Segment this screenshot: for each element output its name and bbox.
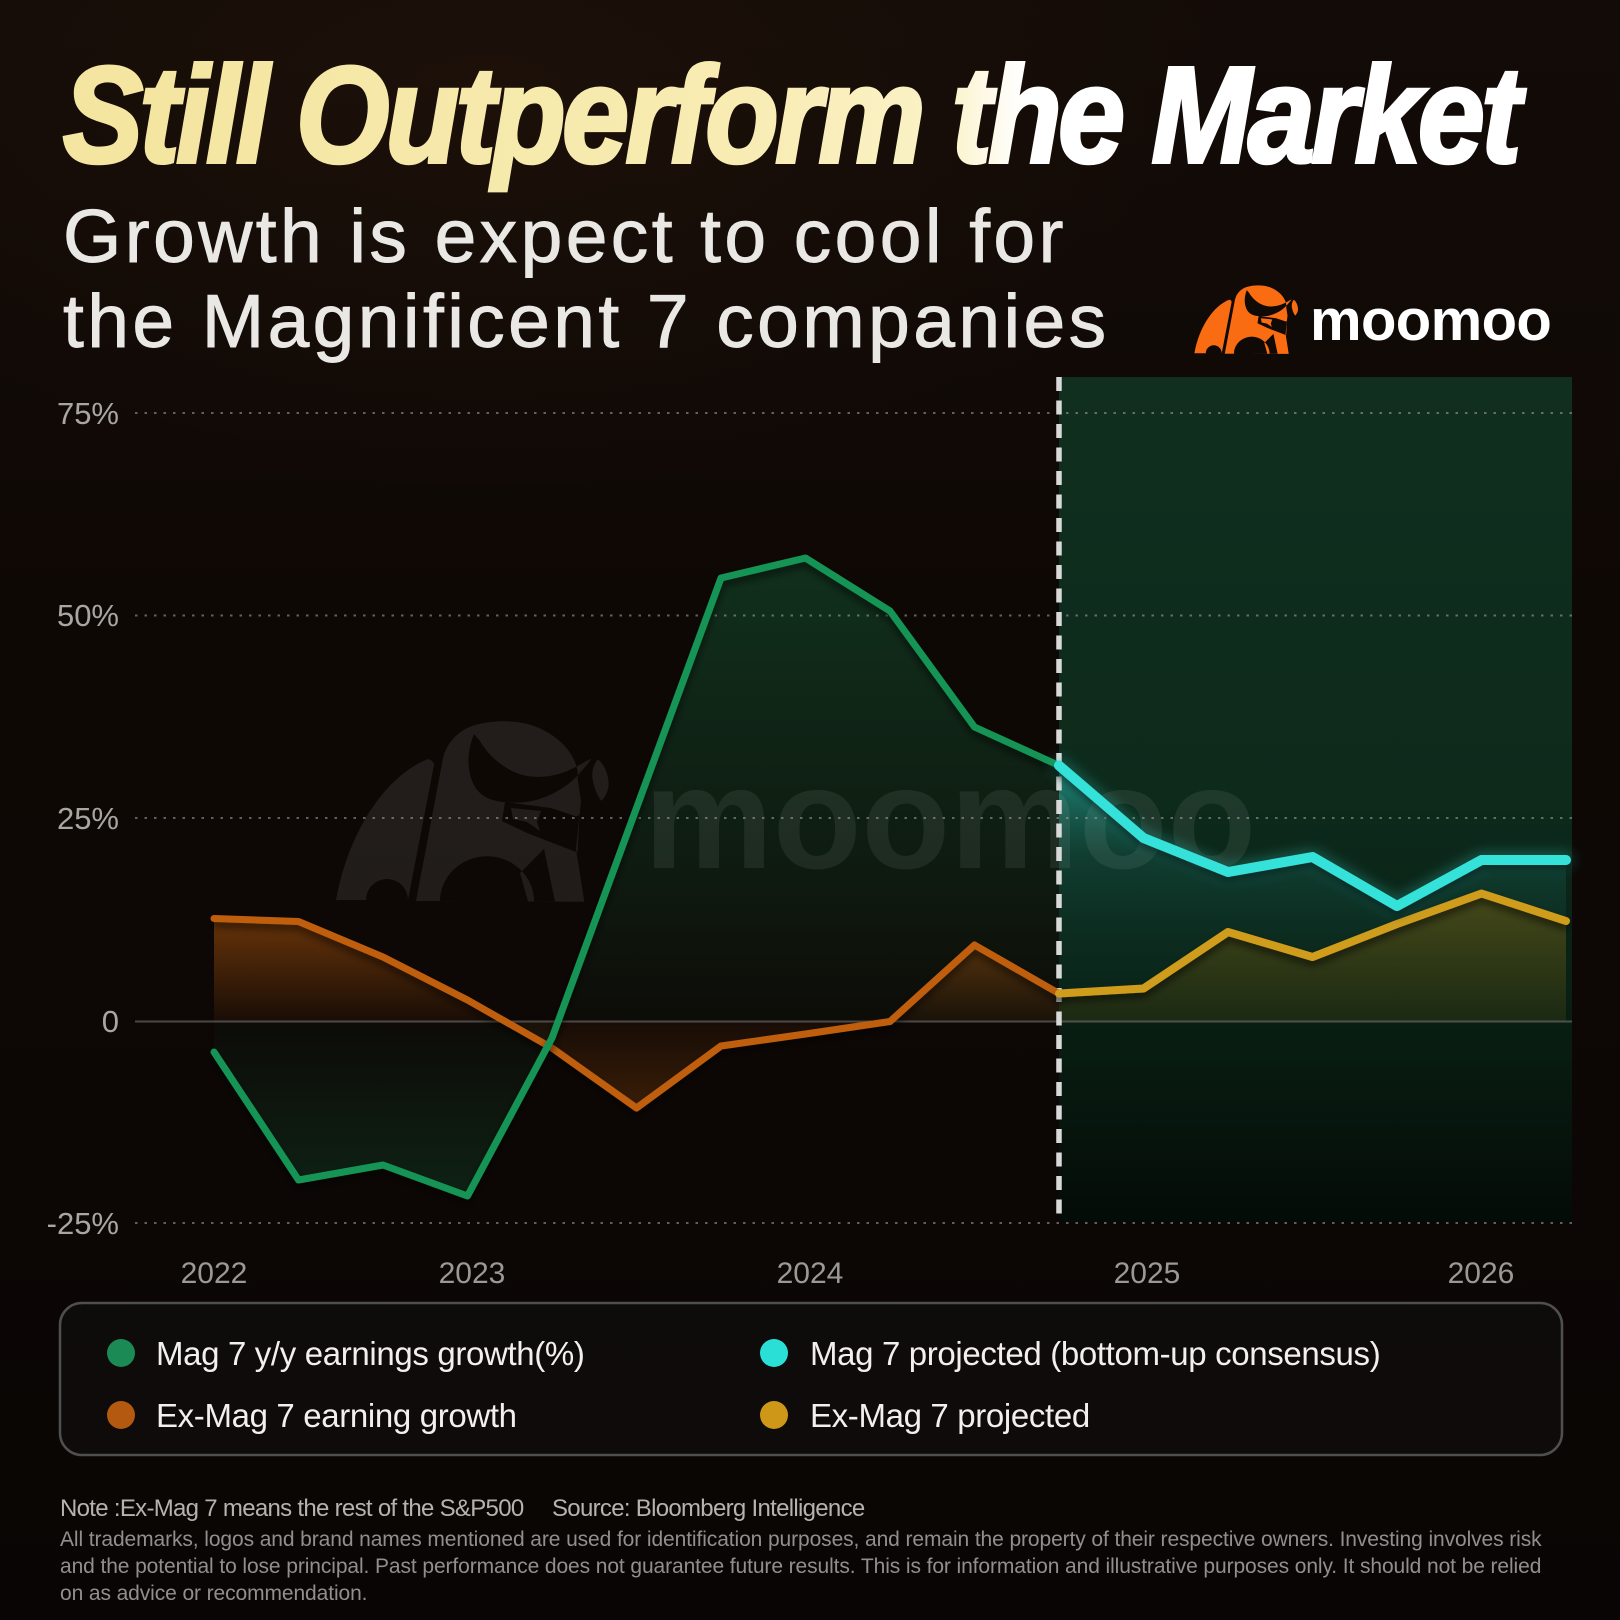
svg-text:Ex-Mag 7 earning growth: Ex-Mag 7 earning growth [156,1397,517,1434]
svg-text:2025: 2025 [1114,1257,1181,1290]
svg-text:Ex-Mag 7 projected: Ex-Mag 7 projected [810,1397,1090,1434]
svg-text:Note :Ex-Mag 7 means the rest: Note :Ex-Mag 7 means the rest of the S&P… [60,1495,524,1522]
svg-text:25%: 25% [57,801,119,836]
svg-text:Mag 7 projected (bottom-up con: Mag 7 projected (bottom-up consensus) [810,1335,1380,1372]
svg-text:75%: 75% [57,396,119,431]
svg-text:All trademarks, logos and bran: All trademarks, logos and brand names me… [60,1528,1542,1551]
svg-text:Source: Bloomberg Intelligence: Source: Bloomberg Intelligence [552,1495,865,1522]
svg-text:moomoo: moomoo [644,737,1256,899]
svg-text:Still Outperform the Market: Still Outperform the Market [63,40,1526,192]
svg-text:moomoo: moomoo [1310,288,1551,353]
svg-text:the Magnificent 7 companies: the Magnificent 7 companies [63,279,1110,363]
svg-text:Growth is expect to cool for: Growth is expect to cool for [63,194,1067,278]
svg-text:Mag 7 y/y earnings growth(%): Mag 7 y/y earnings growth(%) [156,1335,585,1372]
svg-text:2024: 2024 [777,1257,844,1290]
svg-text:2023: 2023 [439,1257,506,1290]
svg-text:on as advice or recommendation: on as advice or recommendation. [60,1582,367,1605]
svg-text:and the potential to lose prin: and the potential to lose principal. Pas… [60,1555,1541,1578]
svg-text:-25%: -25% [47,1206,119,1241]
svg-text:2026: 2026 [1448,1257,1515,1290]
svg-text:0: 0 [102,1004,119,1039]
svg-text:50%: 50% [57,598,119,633]
svg-text:2022: 2022 [181,1257,248,1290]
